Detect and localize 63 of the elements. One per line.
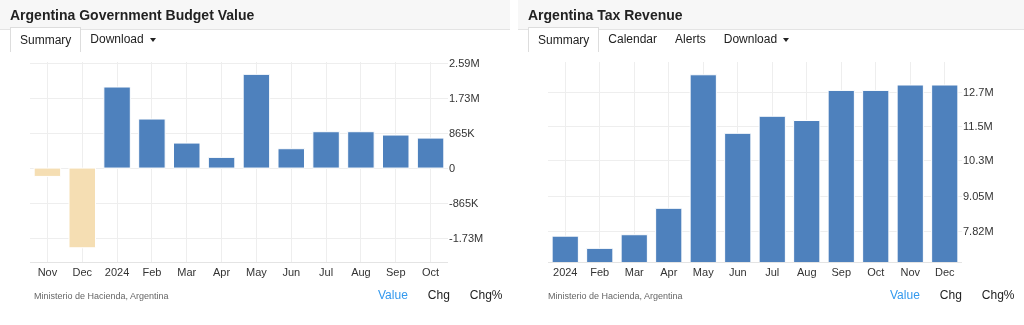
y-tick-label: 10.3M xyxy=(963,154,994,167)
text: Ministerio de Hacienda, Argentina xyxy=(548,291,683,301)
y-tick-label: 11.5M xyxy=(963,120,993,133)
text: Alerts xyxy=(674,31,707,48)
text: Download xyxy=(89,31,145,48)
bar xyxy=(242,73,271,169)
text: Chg xyxy=(427,288,450,302)
text: Ministerio de Hacienda, Argentina xyxy=(34,291,169,301)
y-tick-label: 1.73M xyxy=(449,91,480,104)
chart-title: Argentina Government Budget Value xyxy=(0,0,510,30)
text: Value xyxy=(890,288,920,302)
text: Chg% xyxy=(469,288,503,302)
x-tick-label: Nov xyxy=(900,266,921,279)
x-tick-label: Jul xyxy=(319,266,334,279)
y-tick-label: 2.59M xyxy=(449,57,480,70)
bar xyxy=(138,118,166,169)
y-tick-label: 12.7M xyxy=(963,86,994,99)
x-tick-label: Dec xyxy=(934,266,956,279)
x-tick-label: Aug xyxy=(351,266,371,279)
y-tick-label: -865K xyxy=(449,196,480,209)
text: Summary xyxy=(10,26,82,52)
x-tick-label: Oct xyxy=(422,266,440,279)
y-tick-label: 9.05M xyxy=(963,189,994,202)
bar xyxy=(68,167,96,249)
x-tick-label: Dec xyxy=(72,266,93,279)
text: Chg xyxy=(939,288,962,302)
bar xyxy=(207,156,236,169)
bar xyxy=(382,134,410,169)
bar xyxy=(312,131,340,169)
x-tick-label: Feb xyxy=(142,266,162,279)
text: Chg% xyxy=(981,288,1015,302)
bar xyxy=(347,131,375,169)
x-tick-label: Apr xyxy=(660,266,678,279)
x-tick-label: 2024 xyxy=(553,266,578,279)
x-tick-label: Aug xyxy=(796,266,817,279)
bar xyxy=(103,86,131,169)
bar xyxy=(173,142,201,169)
x-tick-label: May xyxy=(692,266,715,279)
y-tick-label: 7.82M xyxy=(963,224,994,237)
text: Summary xyxy=(528,26,600,52)
x-tick-label: Mar xyxy=(624,266,645,279)
x-tick-label: Jun xyxy=(282,266,301,279)
text: Value xyxy=(378,288,408,302)
x-tick-label: Jul xyxy=(765,266,780,279)
bar xyxy=(277,148,305,169)
text: Calendar xyxy=(607,31,659,48)
bar xyxy=(416,137,445,169)
x-tick-label: Feb xyxy=(590,266,610,279)
chart-title: Argentina Tax Revenue xyxy=(518,0,1024,30)
x-tick-label: Apr xyxy=(213,266,231,279)
x-tick-label: Oct xyxy=(867,266,885,279)
y-tick-label: 0 xyxy=(449,161,456,174)
x-tick-label: Mar xyxy=(177,266,197,279)
x-tick-label: Sep xyxy=(385,266,406,279)
text: Download xyxy=(722,31,779,48)
x-tick-label: Jun xyxy=(728,266,747,279)
bar xyxy=(33,167,62,177)
x-tick-label: May xyxy=(246,266,268,279)
x-tick-label: 2024 xyxy=(104,266,130,279)
y-tick-label: -1.73M xyxy=(449,231,484,244)
y-tick-label: 865K xyxy=(449,126,476,139)
x-tick-label: Sep xyxy=(831,266,852,279)
x-tick-label: Nov xyxy=(37,266,58,279)
